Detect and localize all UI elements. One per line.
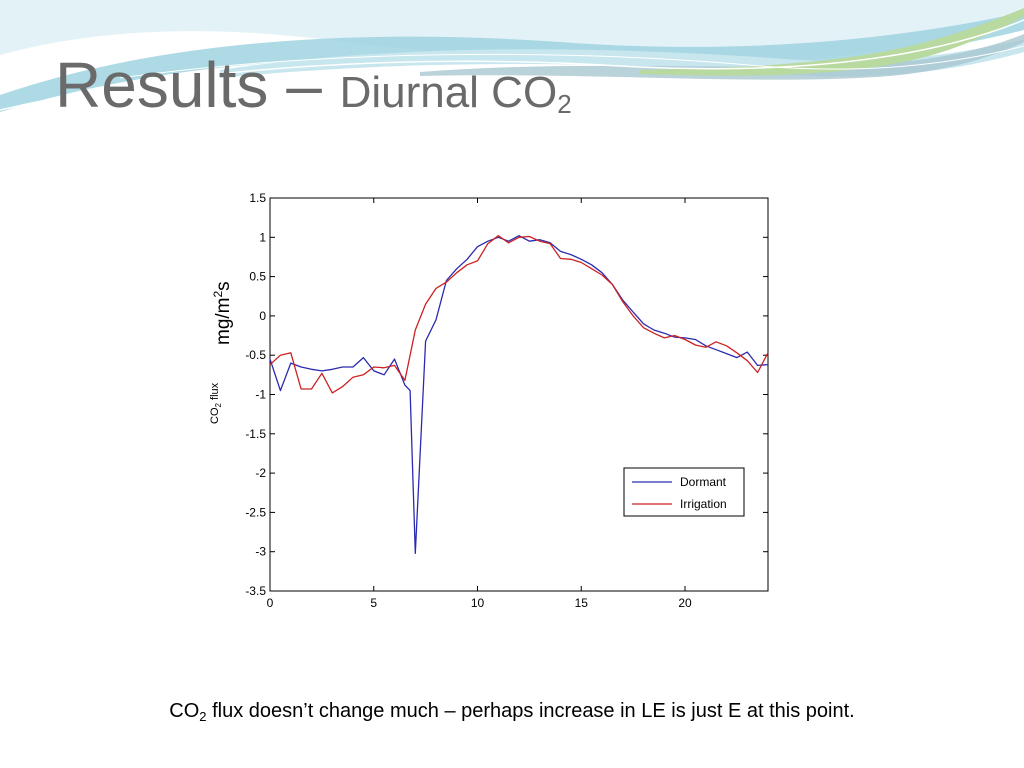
y-tick-label: -1 [255, 388, 266, 402]
wave-band-green [640, 8, 1024, 76]
x-tick-label: 0 [267, 596, 274, 610]
series-line-dormant [269, 235, 769, 554]
plot-area-frame [269, 197, 769, 592]
y-tick-label: -2 [255, 466, 266, 480]
y-axis-units-label: mg/m2s [211, 281, 235, 345]
legend-box [623, 467, 745, 517]
slide-title-sub: Diurnal CO2 [339, 68, 572, 119]
y-axis-quantity-label: CO2 flux [209, 383, 223, 424]
series-line-irrigation [269, 235, 769, 394]
caption-prefix: CO [169, 700, 200, 722]
y-axis-quantity-sub: 2 [214, 403, 223, 408]
y-axis-quantity-suffix: flux [209, 382, 221, 404]
x-tick-label: 20 [678, 596, 692, 610]
y-axis-units-main: mg/m [213, 297, 234, 346]
x-tick-label: 5 [370, 596, 377, 610]
y-axis-units-sup: 2 [211, 290, 225, 298]
y-tick-label: 0.5 [249, 270, 266, 284]
slide-title: Results – Diurnal CO2 [55, 48, 572, 122]
y-tick-label: -2.5 [245, 505, 266, 519]
y-tick-label: 1.5 [249, 191, 266, 205]
slide-title-main: Results – [55, 49, 340, 121]
y-tick-label: -3.5 [245, 584, 266, 598]
caption-subscript: 2 [199, 709, 207, 724]
y-axis-quantity-prefix: CO [209, 407, 221, 425]
y-tick-label: 0 [259, 309, 266, 323]
wave-line-2 [119, 45, 1024, 79]
y-tick-label: -3 [255, 545, 266, 559]
decorative-wave-banner [0, 0, 1024, 112]
legend-label-irrigation: Irrigation [680, 497, 727, 511]
wave-line-1 [0, 19, 1024, 111]
y-tick-label: 1 [259, 230, 266, 244]
y-tick-label: -0.5 [245, 348, 266, 362]
y-axis-units-end: s [213, 281, 234, 291]
x-tick-label: 10 [471, 596, 485, 610]
caption-text: flux doesn’t change much – perhaps incre… [206, 700, 855, 722]
x-tick-label: 15 [575, 596, 589, 610]
line-chart: 0 5 10 15 20 -3.5 -3 -2.5 -2 -1.5 -1 -0.5 0 0.5 1 1.5 Do… [245, 191, 769, 610]
chart-figure: 0 5 10 15 20 -3.5 -3 -2.5 -2 -1.5 -1 -0.5 0 0.5 1 1.5 Do… [188, 163, 828, 643]
slide-caption: CO2 flux doesn’t change much – perhaps i… [0, 700, 1024, 724]
y-tick-label: -1.5 [245, 427, 266, 441]
slide-title-sub-text: Diurnal CO [339, 68, 558, 117]
legend-label-dormant: Dormant [680, 475, 727, 489]
slide-title-sub-subscript: 2 [557, 89, 572, 119]
